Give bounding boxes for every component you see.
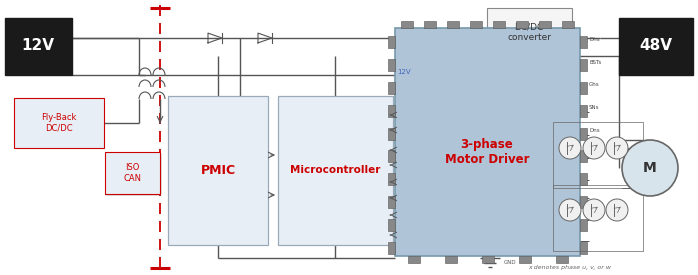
Bar	[388, 128, 395, 140]
Bar	[563, 21, 574, 28]
Bar	[424, 21, 436, 28]
Bar	[388, 105, 395, 117]
Circle shape	[583, 137, 605, 159]
Bar	[401, 21, 413, 28]
Bar	[278, 96, 393, 245]
Text: Microcontroller: Microcontroller	[290, 165, 380, 175]
Text: DC/DC
converter: DC/DC converter	[507, 22, 551, 42]
Text: ISO
CAN: ISO CAN	[123, 163, 141, 183]
Bar	[580, 36, 587, 48]
Bar	[14, 98, 104, 148]
Circle shape	[606, 199, 628, 221]
Text: Fly-Back
DC/DC: Fly-Back DC/DC	[41, 113, 77, 133]
Bar	[580, 196, 587, 208]
Bar	[395, 28, 580, 256]
Bar	[388, 219, 395, 231]
Bar	[388, 59, 395, 71]
Bar	[580, 59, 587, 71]
Bar	[580, 128, 587, 140]
Text: BSTs: BSTs	[589, 60, 601, 65]
Text: Dhs: Dhs	[589, 37, 600, 42]
Bar	[470, 21, 482, 28]
Bar	[388, 173, 395, 185]
Bar	[445, 256, 456, 263]
Bar	[517, 21, 528, 28]
Bar	[482, 256, 493, 263]
Text: 12V: 12V	[397, 69, 410, 75]
Bar	[493, 21, 505, 28]
Text: Ghs: Ghs	[589, 82, 600, 87]
Text: x denotes phase u, v, or w: x denotes phase u, v, or w	[528, 265, 611, 270]
Bar	[580, 82, 587, 94]
Text: Dns: Dns	[589, 128, 600, 133]
Text: PMIC: PMIC	[200, 164, 235, 177]
Bar	[540, 21, 551, 28]
Bar	[519, 256, 530, 263]
Bar	[580, 242, 587, 254]
Bar	[388, 196, 395, 208]
Circle shape	[622, 140, 678, 196]
Bar	[619, 18, 693, 75]
Bar	[388, 36, 395, 48]
Bar	[168, 96, 268, 245]
Circle shape	[559, 199, 581, 221]
Bar	[487, 8, 572, 56]
Text: GND: GND	[504, 260, 517, 265]
Bar	[553, 185, 643, 251]
Bar	[553, 120, 643, 190]
Bar	[447, 21, 459, 28]
Text: M: M	[643, 161, 657, 175]
Bar	[5, 18, 72, 75]
Bar	[408, 256, 419, 263]
Bar	[556, 256, 567, 263]
Bar	[580, 173, 587, 185]
Text: 3-phase
Motor Driver: 3-phase Motor Driver	[445, 138, 529, 166]
Bar	[580, 219, 587, 231]
Circle shape	[583, 199, 605, 221]
Bar	[580, 150, 587, 163]
Circle shape	[559, 137, 581, 159]
Bar	[553, 122, 643, 188]
Bar	[580, 105, 587, 117]
Circle shape	[606, 137, 628, 159]
Bar	[388, 150, 395, 163]
Bar	[105, 152, 160, 194]
Text: SNs: SNs	[589, 105, 600, 110]
Text: 48V: 48V	[639, 39, 672, 54]
Bar	[388, 242, 395, 254]
Text: 12V: 12V	[22, 39, 54, 54]
Bar	[388, 82, 395, 94]
